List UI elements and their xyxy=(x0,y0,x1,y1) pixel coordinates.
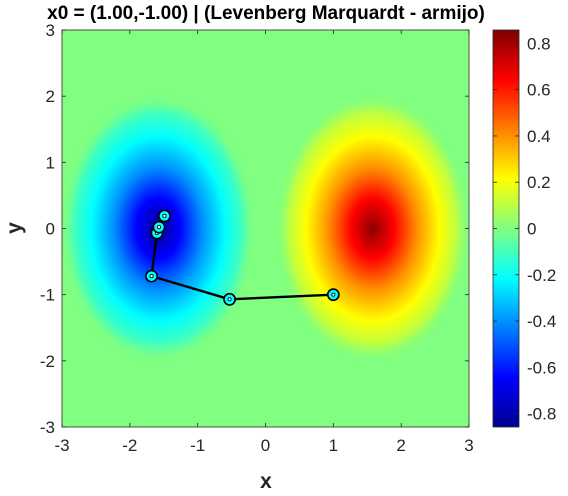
colorbar-tick-label: -0.2 xyxy=(527,266,556,285)
plot-area: -3 -2 -1 0 1 2 3 -3 -2 -1 0 1 2 3 xyxy=(40,21,474,455)
x-tick-label: 3 xyxy=(464,436,473,455)
surface-maximum xyxy=(274,92,469,365)
y-tick-label: 2 xyxy=(46,87,55,106)
x-tick-label: -2 xyxy=(122,436,137,455)
x-axis-label: x xyxy=(260,470,272,491)
y-tick-label: 3 xyxy=(46,21,55,40)
iterate-marker-center xyxy=(227,297,232,302)
x-tick-label: 0 xyxy=(261,436,270,455)
chart-title: x0 = (1.00,-1.00) | (Levenberg Marquardt… xyxy=(47,3,485,24)
iterate-marker-center xyxy=(162,213,167,218)
colorbar-tick-label: 0.4 xyxy=(527,127,551,146)
x-tick-label: 2 xyxy=(396,436,405,455)
colorbar-gradient xyxy=(492,29,520,428)
colorbar-tick-label: 0.8 xyxy=(527,34,551,53)
iterate-marker-center xyxy=(157,225,162,230)
iterate-marker xyxy=(158,209,171,223)
x-tick-label: 1 xyxy=(329,436,338,455)
colorbar-tick-label: 0 xyxy=(527,220,536,239)
y-tick-label: -2 xyxy=(40,352,55,371)
colorbar-tick-label: -0.6 xyxy=(527,358,556,377)
y-tick-label: -3 xyxy=(40,418,55,437)
y-tick-label: -1 xyxy=(40,286,55,305)
iterate-marker xyxy=(223,292,236,306)
iterate-marker xyxy=(152,220,166,234)
x-tick-label: -1 xyxy=(190,436,205,455)
colorbar-tick-label: 0.2 xyxy=(527,173,551,192)
iterate-marker-center xyxy=(149,274,154,279)
y-tick-label: 1 xyxy=(46,153,55,172)
colorbar: -0.8 -0.6 -0.4 -0.2 0 0.2 0.4 0.6 0.8 xyxy=(492,29,556,428)
colorbar-tick-label: -0.8 xyxy=(527,405,556,424)
colorbar-tick-label: 0.6 xyxy=(527,81,551,100)
y-axis-label: y xyxy=(3,222,26,234)
colorbar-tick-label: -0.4 xyxy=(527,312,556,331)
iterate-marker xyxy=(145,269,158,283)
y-tick-label: 0 xyxy=(46,220,55,239)
iterate-marker-center xyxy=(331,292,336,297)
iterate-marker xyxy=(326,288,340,302)
x-tick-label: -3 xyxy=(54,436,69,455)
